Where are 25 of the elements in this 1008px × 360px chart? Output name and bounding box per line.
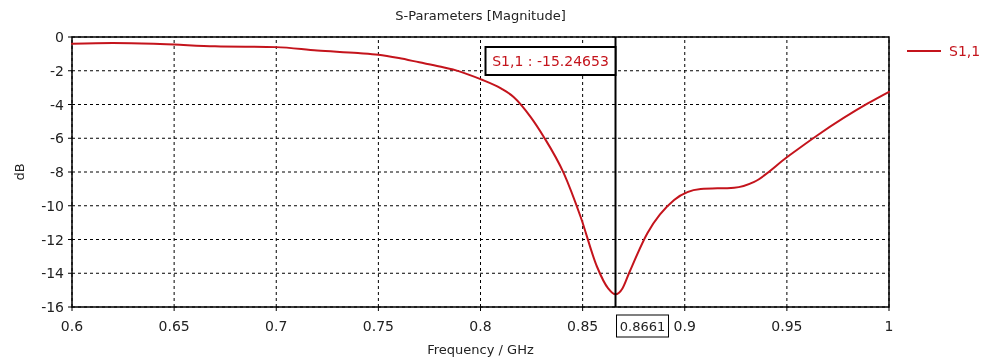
- y-tick-label: -16: [41, 299, 65, 315]
- annotation: S1,1 : -15.24653: [492, 53, 609, 69]
- y-tick-label: -4: [50, 96, 65, 113]
- x-tick-label: 0.65: [158, 318, 190, 334]
- y-tick-label: -2: [50, 62, 64, 79]
- x-tick-label: 0.95: [771, 318, 803, 334]
- y-tick-label: 0: [55, 29, 64, 45]
- chart-title: S-Parameters [Magnitude]: [395, 8, 566, 23]
- y-tick-label: -10: [41, 197, 64, 214]
- x-tick-label: 0.8: [469, 318, 492, 334]
- y-tick-label: -12: [41, 231, 64, 248]
- x-tick-label: 0.85: [567, 318, 599, 334]
- y-tick-label: -8: [50, 164, 64, 180]
- x-tick-label: 0.6: [60, 318, 84, 334]
- x-tick-label: 0.75: [362, 318, 394, 334]
- y-axis-title: dB: [12, 163, 27, 181]
- x-tick-label: 0.9: [673, 318, 696, 334]
- x-tick-label: 0.7: [265, 318, 288, 334]
- y-tick-label: -6: [50, 130, 65, 147]
- legend-label: S1,1: [949, 43, 981, 59]
- x-axis-title: Frequency / GHz: [427, 342, 534, 357]
- line-series: [71, 41, 890, 296]
- ref-line-label: 0.8661: [619, 319, 666, 334]
- x-tick-label: 1: [884, 318, 894, 334]
- y-tick-label: -14: [41, 265, 65, 282]
